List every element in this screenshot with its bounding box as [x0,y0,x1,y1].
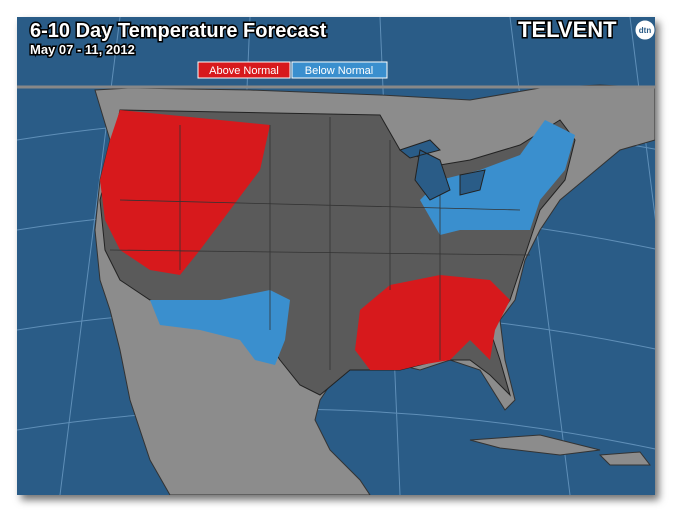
below-normal-northeast [420,120,575,235]
below-normal-southwest [150,290,290,365]
legend-label: Below Normal [305,65,373,77]
legend-swatch [291,61,388,79]
legend: Above Normal Below Normal [197,61,388,79]
state-lines [109,117,531,370]
map [17,17,655,495]
logo: TELVENT [518,17,617,42]
date: May 07 - 11, 2012 [30,42,135,57]
legend-label: Above Normal [209,65,279,77]
title: 6-10 Day Temperature Forecast [30,20,327,42]
legend-swatch [197,61,291,79]
logo-badge-text: dtn [639,26,652,35]
islands [469,434,652,466]
great-lakes [398,139,486,201]
logo-badge [634,19,656,41]
above-normal-west [100,110,270,275]
above-normal-southeast [355,275,510,370]
